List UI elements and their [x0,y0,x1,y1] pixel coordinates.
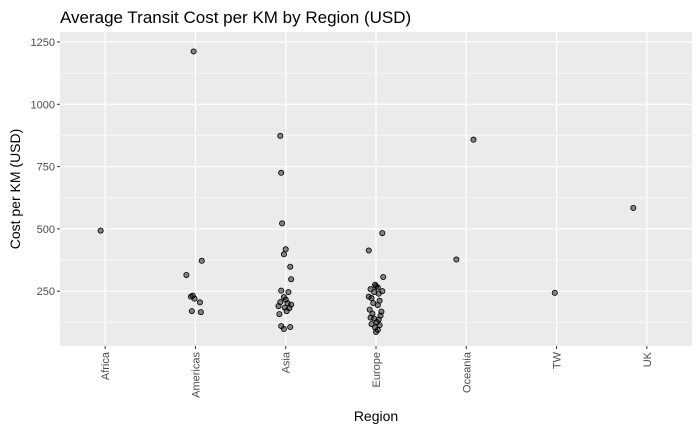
data-point [551,289,558,296]
data-point [191,295,198,302]
data-point [188,308,195,315]
data-point [275,303,282,310]
data-point [278,287,285,294]
data-point [368,295,375,302]
data-point [282,246,289,253]
y-axis-title: Cost per KM (USD) [7,129,23,250]
data-point [470,136,477,143]
x-tick-label: Europe [371,352,383,387]
x-axis: Africa Americas Asia Europe Oceania TW UK [100,346,654,398]
data-point [453,256,460,263]
data-point [372,329,379,336]
x-tick-label: Oceania [461,351,473,393]
x-tick-label: UK [642,351,654,367]
data-point [630,204,637,211]
data-point [280,251,287,258]
data-point [183,271,190,278]
data-point [285,289,292,296]
y-tick-label: 500 [37,224,55,236]
data-point [198,257,205,264]
data-point [277,132,284,139]
data-point [197,309,204,316]
data-point [288,276,295,283]
data-point [375,290,382,297]
y-tick-label: 1250 [31,37,55,49]
data-point [366,306,373,313]
data-points [97,48,637,336]
major-gridlines [60,32,692,346]
data-point [365,247,372,254]
chart-title: Average Transit Cost per KM by Region (U… [60,8,411,27]
x-tick-label: Americas [190,352,202,398]
data-point [287,324,294,331]
data-point [283,308,290,315]
data-point [276,311,283,318]
data-point [278,169,285,176]
data-point [196,299,203,306]
y-tick-label: 250 [37,286,55,298]
x-tick-label: Africa [100,351,112,380]
data-point [380,273,387,280]
y-tick-label: 1000 [31,99,55,111]
x-tick-label: TW [552,351,564,369]
data-point [190,48,197,55]
y-tick-label: 750 [37,162,55,174]
data-point [379,230,386,237]
data-point [97,227,104,234]
y-axis: 250 500 750 1000 1250 [31,37,60,298]
data-point [374,302,381,309]
x-axis-title: Region [354,408,398,424]
x-tick-label: Asia [281,351,293,373]
data-point [279,220,286,227]
data-point [374,284,381,291]
data-point [368,321,375,328]
data-point [189,292,196,299]
data-point [287,263,294,270]
data-point [280,326,287,333]
